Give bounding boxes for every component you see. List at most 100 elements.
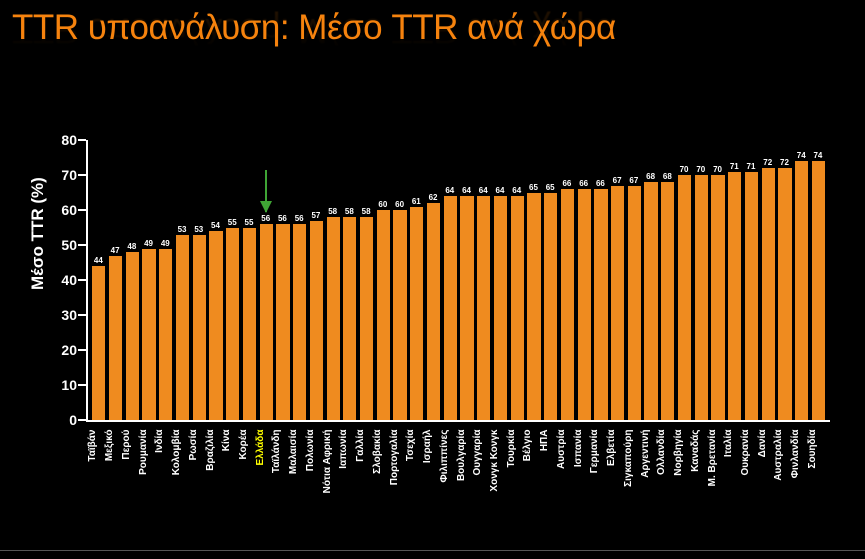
bar-label: Ουκρανία xyxy=(740,430,751,476)
y-tick-label: 0 xyxy=(52,412,77,428)
bar xyxy=(543,193,557,421)
bar-value: 55 xyxy=(228,218,237,227)
bar xyxy=(660,182,674,420)
bar-label: Τουρκία xyxy=(506,430,517,468)
bar-label: Κορέα xyxy=(238,430,249,460)
bar-value: 53 xyxy=(178,225,187,234)
bar-label: Κολομβία xyxy=(171,430,182,476)
bar-label: ΗΠΑ xyxy=(539,430,550,452)
bar-value: 58 xyxy=(328,207,337,216)
bar-slot: 64Τουρκία xyxy=(508,140,525,420)
bar-value: 67 xyxy=(629,176,638,185)
bar xyxy=(275,224,289,420)
bar-value: 71 xyxy=(730,162,739,171)
bar-value: 60 xyxy=(378,200,387,209)
bar-slot: 72Αυστραλία xyxy=(776,140,793,420)
bar-label: Μ. Βρετανία xyxy=(707,430,718,487)
bar-slot: 66Ισπανία xyxy=(575,140,592,420)
bar-slot: 44Ταϊβάν xyxy=(90,140,107,420)
bar-value: 68 xyxy=(663,172,672,181)
bar-label: Ισραήλ xyxy=(422,430,433,464)
bar-slot: 54Βραζιλία xyxy=(207,140,224,420)
bar-label: Μαλαισία xyxy=(288,430,299,475)
bar-slot: 65ΗΠΑ xyxy=(542,140,559,420)
y-tick-label: 80 xyxy=(52,132,77,148)
bar-label: Ταϊλάνδη xyxy=(271,430,282,474)
bar xyxy=(560,189,574,420)
bar-value: 64 xyxy=(496,186,505,195)
bar-label: Σιγκαπούρη xyxy=(623,430,634,487)
bar xyxy=(141,249,155,421)
bar-label: Νορβηγία xyxy=(673,430,684,476)
bar-label: Τσεχία xyxy=(405,430,416,462)
bar-slot: 68Ολλανδία xyxy=(659,140,676,420)
bar xyxy=(744,172,758,421)
bar-label: Ολλανδία xyxy=(656,430,667,475)
bar xyxy=(493,196,507,420)
bar xyxy=(727,172,741,421)
bar-label: Βέλγιο xyxy=(522,430,533,462)
bar-slot: 67Σιγκαπούρη xyxy=(626,140,643,420)
chart-bars: 44Ταϊβάν47Μεξικό48Περού49Ρουμανία49Ινδία… xyxy=(90,140,826,420)
bar-value: 70 xyxy=(713,165,722,174)
bar-value: 64 xyxy=(462,186,471,195)
bar-slot: 67Ελβετία xyxy=(609,140,626,420)
bar-label: Καναδάς xyxy=(690,430,701,472)
y-tick-label: 60 xyxy=(52,202,77,218)
bar-label: Βραζιλία xyxy=(205,430,216,471)
bar-value: 49 xyxy=(144,239,153,248)
bar-value: 56 xyxy=(295,214,304,223)
bar-value: 72 xyxy=(780,158,789,167)
slide-title-reflection: TTR υποανάλυση: Μέσο TTR ανά χώρα xyxy=(12,10,616,50)
bar xyxy=(125,252,139,420)
bar-slot: 60Σλοβακία xyxy=(374,140,391,420)
bar-value: 54 xyxy=(211,221,220,230)
bar-label: Δανία xyxy=(757,430,768,458)
y-tick-label: 50 xyxy=(52,237,77,253)
bar xyxy=(710,175,724,420)
bar-slot: 74Φινλανδία xyxy=(793,140,810,420)
bar xyxy=(192,235,206,421)
bar-slot: 64Χονγκ Κονγκ xyxy=(492,140,509,420)
bar-value: 65 xyxy=(546,183,555,192)
bar-value: 56 xyxy=(278,214,287,223)
bar xyxy=(359,217,373,420)
bar-slot: 49Ρουμανία xyxy=(140,140,157,420)
bar-label: Νότια Αφρική xyxy=(322,430,333,494)
bar-slot: 65Βέλγιο xyxy=(525,140,542,420)
y-tick-label: 30 xyxy=(52,307,77,323)
bar-label: Γερμανία xyxy=(589,430,600,474)
bar xyxy=(476,196,490,420)
bar xyxy=(91,266,105,420)
bar-slot: 68Αργεντινή xyxy=(642,140,659,420)
bar-label: Περού xyxy=(121,430,132,460)
bar-value: 70 xyxy=(680,165,689,174)
bar-value: 64 xyxy=(445,186,454,195)
y-tick xyxy=(78,279,86,281)
bar-value: 65 xyxy=(529,183,538,192)
bar-label: Φιλιππίνες xyxy=(439,430,450,483)
bar-slot: 53Κολομβία xyxy=(174,140,191,420)
bar-slot: 49Ινδία xyxy=(157,140,174,420)
bar-value: 49 xyxy=(161,239,170,248)
bar-label: Κίνα xyxy=(221,430,232,452)
y-tick-label: 20 xyxy=(52,342,77,358)
bar-slot: 66Γερμανία xyxy=(592,140,609,420)
bar-slot: 71Ιταλία xyxy=(726,140,743,420)
bar-value: 62 xyxy=(429,193,438,202)
bar-slot: 66Αυστρία xyxy=(559,140,576,420)
bar xyxy=(409,207,423,421)
y-axis-line xyxy=(86,140,88,420)
bar-value: 60 xyxy=(395,200,404,209)
bar-label: Πολωνία xyxy=(305,430,316,472)
y-tick-label: 40 xyxy=(52,272,77,288)
bar xyxy=(342,217,356,420)
bar-label: Αργεντινή xyxy=(640,430,651,478)
bar xyxy=(242,228,256,421)
bar-value: 58 xyxy=(362,207,371,216)
bar-slot: 55Κίνα xyxy=(224,140,241,420)
bar xyxy=(326,217,340,420)
bar-label: Ισπανία xyxy=(573,430,584,468)
bar-slot: 64Βουλγαρία xyxy=(458,140,475,420)
bar-value: 66 xyxy=(562,179,571,188)
